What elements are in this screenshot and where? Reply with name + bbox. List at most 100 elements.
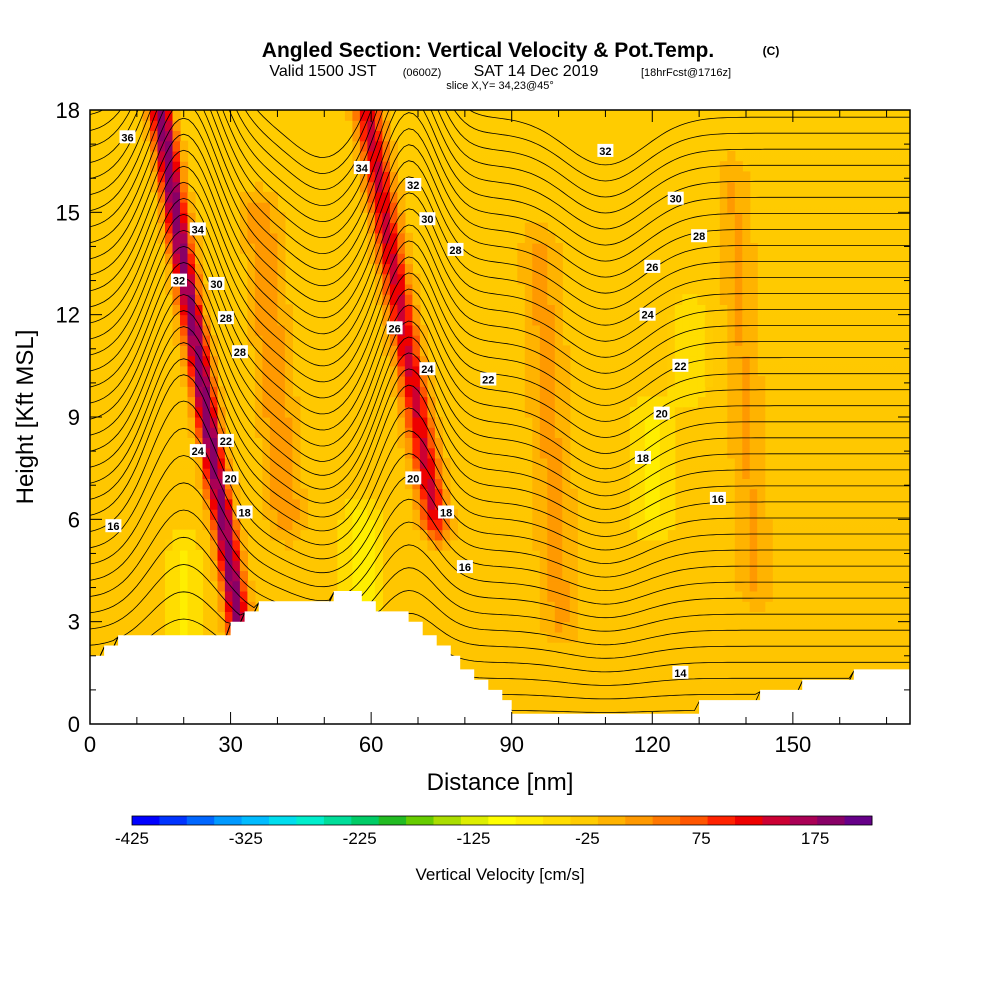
field-cell [165, 181, 174, 193]
field-cell [697, 355, 706, 367]
field-cell [554, 570, 563, 582]
contour-label: 16 [105, 519, 122, 533]
field-cell [157, 191, 166, 203]
field-cell [374, 222, 383, 234]
field-cell [382, 232, 391, 244]
contour-label-bg [438, 505, 455, 519]
field-cell [254, 335, 263, 346]
field-cell [374, 253, 383, 265]
colorbar-swatch [433, 816, 462, 825]
chart-title-units: (C) [763, 44, 780, 58]
field-cell [539, 457, 548, 469]
field-cell [374, 232, 383, 244]
field-cell [764, 519, 773, 531]
contour-label-text: 28 [234, 347, 246, 359]
field-cell [195, 457, 204, 469]
field-cell [539, 488, 548, 500]
field-cell [547, 437, 556, 449]
field-cell [434, 437, 443, 449]
colorbar-swatch [159, 816, 188, 825]
isentrope-line [90, 482, 910, 605]
field-cell [637, 509, 646, 520]
field-cell [397, 191, 406, 203]
field-cell [352, 519, 361, 531]
field-cell [284, 529, 293, 541]
field-cell [254, 191, 263, 203]
field-cell [150, 150, 159, 162]
field-cell [269, 314, 278, 326]
field-cell [210, 478, 219, 490]
field-cell [727, 212, 736, 224]
field-cell [157, 212, 166, 224]
field-cell [180, 365, 189, 377]
field-cell [382, 161, 391, 172]
field-cell [217, 498, 226, 510]
field-cell [629, 447, 638, 459]
field-cell [150, 140, 159, 152]
contour-label-bg [189, 222, 206, 236]
field-cell [547, 631, 556, 643]
field-cell [277, 498, 286, 510]
contour-label: 32 [405, 178, 422, 192]
field-cell [629, 417, 638, 428]
field-cell [524, 386, 533, 398]
field-cell [269, 457, 278, 469]
field-cell [269, 488, 278, 500]
field-cell [547, 529, 556, 541]
field-cell [367, 202, 376, 213]
field-cell [210, 550, 219, 561]
field-cell [195, 355, 204, 367]
field-cell [727, 355, 736, 367]
field-cell [389, 191, 398, 203]
field-cell [262, 232, 271, 244]
field-cell [547, 447, 556, 459]
field-cell [532, 222, 541, 234]
field-cell [352, 488, 361, 500]
contour-label-bg [119, 130, 136, 144]
field-cell [667, 365, 676, 377]
field-cell [292, 468, 301, 479]
field-cell [404, 273, 413, 285]
field-cell [404, 335, 413, 346]
field-cell [247, 212, 256, 224]
field-cell [734, 417, 743, 428]
plot-area: 36 34 32 30 28 28 24 22 20 18 16 34 32 30 28 26 24 22 20 18… [90, 110, 910, 724]
field-cell [247, 580, 256, 592]
field-cell [412, 376, 421, 387]
field-cell [419, 427, 428, 438]
contour-label-bg [386, 321, 403, 335]
field-cell [749, 345, 758, 357]
field-cell [202, 284, 211, 295]
field-cell [682, 386, 691, 398]
colorbar: -425 -325 -225 -125 -25 75 175 [115, 815, 873, 848]
y-tick-label: 6 [68, 507, 80, 532]
isentrope-line [90, 455, 910, 592]
field-cell [262, 253, 271, 265]
field-cell [742, 417, 751, 428]
field-cell [232, 498, 241, 510]
field-cell [637, 417, 646, 428]
contour-label-text: 28 [449, 245, 461, 257]
field-cell [539, 478, 548, 490]
field-cell [554, 468, 563, 479]
field-cell [262, 447, 271, 459]
field-cell [397, 396, 406, 408]
field-cell [524, 253, 533, 265]
field-cell [629, 488, 638, 500]
field-cell [254, 212, 263, 224]
field-cell [247, 314, 256, 326]
field-cell [547, 314, 556, 326]
field-cell [734, 427, 743, 438]
field-cell [734, 560, 743, 572]
field-cell [180, 263, 189, 275]
field-cell [682, 335, 691, 346]
field-cell [210, 539, 219, 551]
field-cell [554, 386, 563, 398]
field-cell [247, 253, 256, 265]
field-cell [659, 427, 668, 438]
field-cell [742, 202, 751, 213]
contour-label-bg [644, 259, 661, 273]
field-cell [292, 427, 301, 438]
field-cell [172, 591, 181, 602]
